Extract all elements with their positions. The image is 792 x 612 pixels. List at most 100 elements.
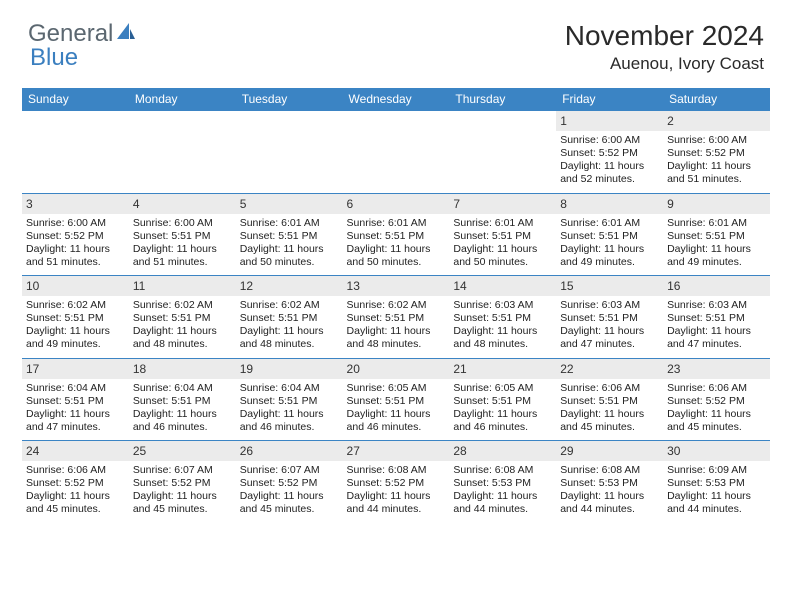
day-number: 25 bbox=[129, 441, 236, 461]
day-cell: 22Sunrise: 6:06 AMSunset: 5:51 PMDayligh… bbox=[556, 358, 663, 441]
sunrise-text: Sunrise: 6:05 AM bbox=[347, 382, 446, 395]
week-row: 24Sunrise: 6:06 AMSunset: 5:52 PMDayligh… bbox=[22, 441, 770, 523]
sunrise-text: Sunrise: 6:09 AM bbox=[667, 464, 766, 477]
day-details: Sunrise: 6:00 AMSunset: 5:52 PMDaylight:… bbox=[556, 131, 663, 193]
day-number: 23 bbox=[663, 359, 770, 379]
day-cell: 24Sunrise: 6:06 AMSunset: 5:52 PMDayligh… bbox=[22, 441, 129, 523]
week-row: 3Sunrise: 6:00 AMSunset: 5:52 PMDaylight… bbox=[22, 193, 770, 276]
sunset-text: Sunset: 5:51 PM bbox=[240, 312, 339, 325]
day-number: 11 bbox=[129, 276, 236, 296]
sunset-text: Sunset: 5:52 PM bbox=[667, 395, 766, 408]
brand-text-blue: Blue bbox=[30, 44, 78, 71]
day-cell: 15Sunrise: 6:03 AMSunset: 5:51 PMDayligh… bbox=[556, 276, 663, 359]
day-details: Sunrise: 6:00 AMSunset: 5:52 PMDaylight:… bbox=[663, 131, 770, 193]
sunset-text: Sunset: 5:51 PM bbox=[453, 312, 552, 325]
sunrise-text: Sunrise: 6:00 AM bbox=[133, 217, 232, 230]
day-number: 18 bbox=[129, 359, 236, 379]
calendar-table: SundayMondayTuesdayWednesdayThursdayFrid… bbox=[22, 88, 770, 523]
day-cell: 10Sunrise: 6:02 AMSunset: 5:51 PMDayligh… bbox=[22, 276, 129, 359]
daylight-text: Daylight: 11 hours and 46 minutes. bbox=[453, 408, 552, 434]
day-cell: 18Sunrise: 6:04 AMSunset: 5:51 PMDayligh… bbox=[129, 358, 236, 441]
day-number: 28 bbox=[449, 441, 556, 461]
daylight-text: Daylight: 11 hours and 52 minutes. bbox=[560, 160, 659, 186]
day-number: 10 bbox=[22, 276, 129, 296]
day-number: 29 bbox=[556, 441, 663, 461]
day-number: 4 bbox=[129, 194, 236, 214]
daylight-text: Daylight: 11 hours and 46 minutes. bbox=[240, 408, 339, 434]
sunset-text: Sunset: 5:51 PM bbox=[667, 230, 766, 243]
day-cell: 13Sunrise: 6:02 AMSunset: 5:51 PMDayligh… bbox=[343, 276, 450, 359]
day-details: Sunrise: 6:06 AMSunset: 5:52 PMDaylight:… bbox=[663, 379, 770, 441]
day-cell: 3Sunrise: 6:00 AMSunset: 5:52 PMDaylight… bbox=[22, 193, 129, 276]
day-number: 21 bbox=[449, 359, 556, 379]
sunrise-text: Sunrise: 6:07 AM bbox=[240, 464, 339, 477]
sunset-text: Sunset: 5:51 PM bbox=[133, 312, 232, 325]
day-cell bbox=[343, 111, 450, 194]
day-number: 22 bbox=[556, 359, 663, 379]
sunset-text: Sunset: 5:51 PM bbox=[240, 395, 339, 408]
sunset-text: Sunset: 5:51 PM bbox=[347, 230, 446, 243]
day-details: Sunrise: 6:05 AMSunset: 5:51 PMDaylight:… bbox=[343, 379, 450, 441]
day-details: Sunrise: 6:06 AMSunset: 5:52 PMDaylight:… bbox=[22, 461, 129, 523]
sunrise-text: Sunrise: 6:06 AM bbox=[667, 382, 766, 395]
sunset-text: Sunset: 5:53 PM bbox=[667, 477, 766, 490]
day-cell bbox=[236, 111, 343, 194]
day-cell: 14Sunrise: 6:03 AMSunset: 5:51 PMDayligh… bbox=[449, 276, 556, 359]
day-details: Sunrise: 6:01 AMSunset: 5:51 PMDaylight:… bbox=[663, 214, 770, 276]
week-row: 17Sunrise: 6:04 AMSunset: 5:51 PMDayligh… bbox=[22, 358, 770, 441]
month-title: November 2024 bbox=[565, 20, 764, 52]
day-details: Sunrise: 6:04 AMSunset: 5:51 PMDaylight:… bbox=[129, 379, 236, 441]
day-cell: 6Sunrise: 6:01 AMSunset: 5:51 PMDaylight… bbox=[343, 193, 450, 276]
sunrise-text: Sunrise: 6:02 AM bbox=[26, 299, 125, 312]
day-cell bbox=[129, 111, 236, 194]
day-number: 24 bbox=[22, 441, 129, 461]
sunrise-text: Sunrise: 6:03 AM bbox=[667, 299, 766, 312]
sunrise-text: Sunrise: 6:05 AM bbox=[453, 382, 552, 395]
daylight-text: Daylight: 11 hours and 44 minutes. bbox=[453, 490, 552, 516]
sunset-text: Sunset: 5:52 PM bbox=[133, 477, 232, 490]
day-details: Sunrise: 6:08 AMSunset: 5:53 PMDaylight:… bbox=[556, 461, 663, 523]
sunset-text: Sunset: 5:51 PM bbox=[347, 312, 446, 325]
sunset-text: Sunset: 5:52 PM bbox=[26, 477, 125, 490]
daylight-text: Daylight: 11 hours and 45 minutes. bbox=[26, 490, 125, 516]
daylight-text: Daylight: 11 hours and 50 minutes. bbox=[347, 243, 446, 269]
sunrise-text: Sunrise: 6:06 AM bbox=[26, 464, 125, 477]
daylight-text: Daylight: 11 hours and 45 minutes. bbox=[560, 408, 659, 434]
day-cell: 12Sunrise: 6:02 AMSunset: 5:51 PMDayligh… bbox=[236, 276, 343, 359]
day-cell: 7Sunrise: 6:01 AMSunset: 5:51 PMDaylight… bbox=[449, 193, 556, 276]
day-number: 1 bbox=[556, 111, 663, 131]
sunset-text: Sunset: 5:51 PM bbox=[133, 230, 232, 243]
sunset-text: Sunset: 5:51 PM bbox=[133, 395, 232, 408]
day-details: Sunrise: 6:03 AMSunset: 5:51 PMDaylight:… bbox=[556, 296, 663, 358]
day-cell: 16Sunrise: 6:03 AMSunset: 5:51 PMDayligh… bbox=[663, 276, 770, 359]
sunrise-text: Sunrise: 6:01 AM bbox=[667, 217, 766, 230]
daylight-text: Daylight: 11 hours and 51 minutes. bbox=[26, 243, 125, 269]
daylight-text: Daylight: 11 hours and 47 minutes. bbox=[26, 408, 125, 434]
daylight-text: Daylight: 11 hours and 48 minutes. bbox=[453, 325, 552, 351]
day-cell: 11Sunrise: 6:02 AMSunset: 5:51 PMDayligh… bbox=[129, 276, 236, 359]
day-cell: 30Sunrise: 6:09 AMSunset: 5:53 PMDayligh… bbox=[663, 441, 770, 523]
day-details: Sunrise: 6:03 AMSunset: 5:51 PMDaylight:… bbox=[449, 296, 556, 358]
sunrise-text: Sunrise: 6:04 AM bbox=[133, 382, 232, 395]
daylight-text: Daylight: 11 hours and 45 minutes. bbox=[133, 490, 232, 516]
day-number: 14 bbox=[449, 276, 556, 296]
day-cell: 5Sunrise: 6:01 AMSunset: 5:51 PMDaylight… bbox=[236, 193, 343, 276]
sunset-text: Sunset: 5:51 PM bbox=[240, 230, 339, 243]
title-block: November 2024 Auenou, Ivory Coast bbox=[565, 20, 764, 74]
day-number: 16 bbox=[663, 276, 770, 296]
sunrise-text: Sunrise: 6:04 AM bbox=[240, 382, 339, 395]
sunset-text: Sunset: 5:51 PM bbox=[560, 230, 659, 243]
day-details: Sunrise: 6:01 AMSunset: 5:51 PMDaylight:… bbox=[449, 214, 556, 276]
brand-text-blue-wrap: Blue bbox=[30, 44, 78, 72]
sunrise-text: Sunrise: 6:00 AM bbox=[560, 134, 659, 147]
sunrise-text: Sunrise: 6:08 AM bbox=[453, 464, 552, 477]
day-number: 6 bbox=[343, 194, 450, 214]
day-number: 13 bbox=[343, 276, 450, 296]
day-cell bbox=[22, 111, 129, 194]
sunset-text: Sunset: 5:53 PM bbox=[453, 477, 552, 490]
dayhead-saturday: Saturday bbox=[663, 88, 770, 111]
day-cell: 23Sunrise: 6:06 AMSunset: 5:52 PMDayligh… bbox=[663, 358, 770, 441]
sunrise-text: Sunrise: 6:00 AM bbox=[26, 217, 125, 230]
day-details: Sunrise: 6:02 AMSunset: 5:51 PMDaylight:… bbox=[343, 296, 450, 358]
sunset-text: Sunset: 5:52 PM bbox=[560, 147, 659, 160]
